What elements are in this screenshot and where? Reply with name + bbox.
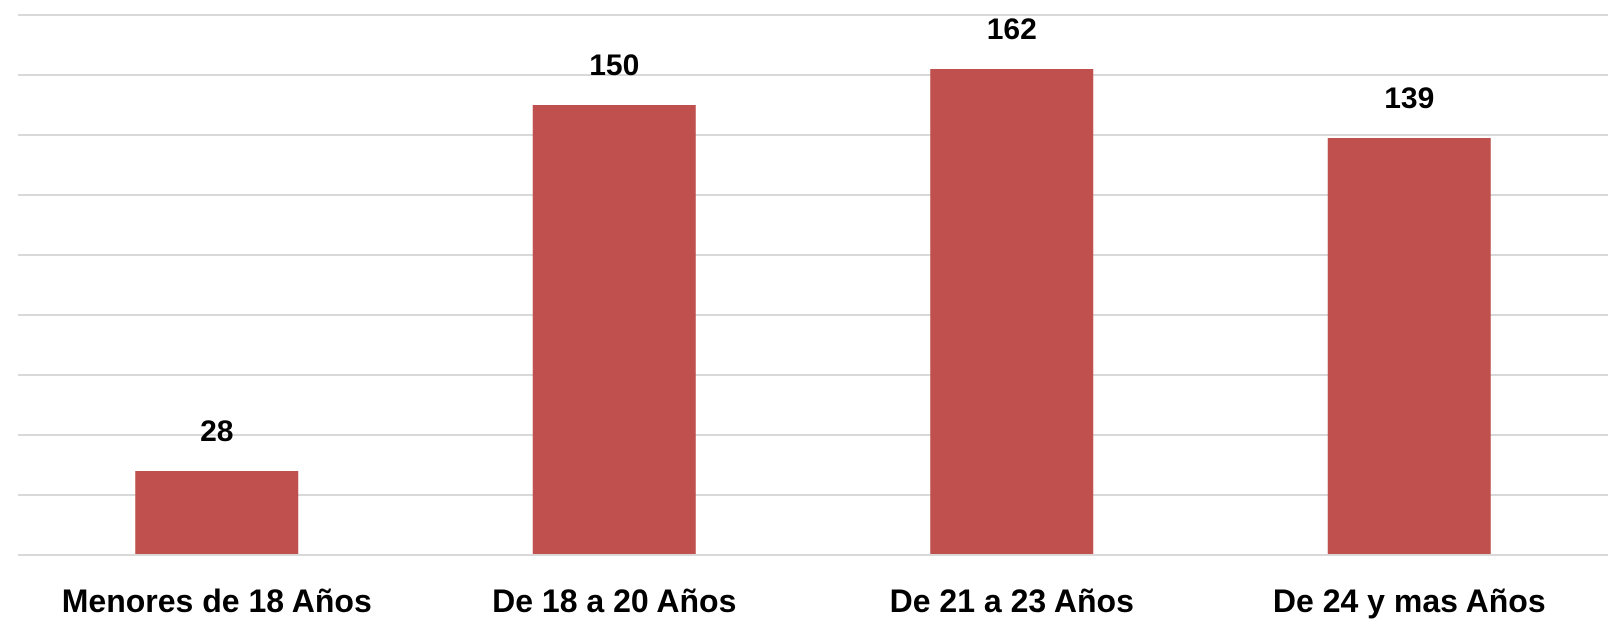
data-label: 28 <box>200 415 233 448</box>
category-label: De 18 a 20 Años <box>492 583 736 619</box>
category-label: De 21 a 23 Años <box>890 583 1134 619</box>
data-label: 150 <box>589 49 639 82</box>
data-label: 162 <box>987 13 1037 46</box>
category-labels: Menores de 18 Años De 18 a 20 Años De 21 a… <box>62 583 1546 619</box>
bar <box>930 69 1094 555</box>
category-label: De 24 y mas Años <box>1273 583 1546 619</box>
category-label: Menores de 18 Años <box>62 583 372 619</box>
data-labels: 28 150 162 139 <box>200 13 1434 448</box>
bars <box>135 69 1491 555</box>
bar <box>135 471 299 555</box>
data-label: 139 <box>1384 82 1434 115</box>
bar <box>1327 138 1491 555</box>
gridlines <box>18 14 1608 496</box>
bar <box>532 105 696 555</box>
